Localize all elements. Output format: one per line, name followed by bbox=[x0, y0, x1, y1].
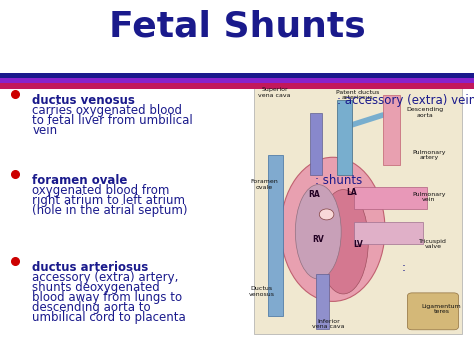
Text: Tricuspid
valve: Tricuspid valve bbox=[419, 239, 447, 250]
Text: : shunts: : shunts bbox=[315, 174, 362, 187]
Bar bbox=[354, 222, 422, 244]
Text: RA: RA bbox=[308, 190, 320, 199]
Text: Patent ductus
arteriosus: Patent ductus arteriosus bbox=[336, 90, 380, 100]
Text: Inferior
vena cava: Inferior vena cava bbox=[312, 318, 345, 329]
Text: Ligamentum
teres: Ligamentum teres bbox=[421, 304, 461, 314]
Text: oxygenated blood from: oxygenated blood from bbox=[32, 184, 170, 197]
Text: :: : bbox=[402, 261, 406, 274]
Text: Fetal Shunts: Fetal Shunts bbox=[109, 10, 365, 44]
Ellipse shape bbox=[318, 190, 368, 294]
Text: (hole in the atrial septum): (hole in the atrial septum) bbox=[32, 204, 188, 217]
Circle shape bbox=[319, 209, 334, 220]
Text: Superior
vena cava: Superior vena cava bbox=[258, 87, 291, 98]
Text: umbilical cord to placenta: umbilical cord to placenta bbox=[32, 311, 186, 324]
Text: descending aorta to: descending aorta to bbox=[32, 301, 151, 314]
Bar bbox=[0, 78, 474, 83]
Text: LV: LV bbox=[353, 240, 363, 249]
Text: Ductus
venosus: Ductus venosus bbox=[249, 286, 275, 297]
Bar bbox=[254, 85, 462, 334]
Text: Pulmonary
artery: Pulmonary artery bbox=[412, 149, 446, 160]
Text: Descending
aorta: Descending aorta bbox=[406, 107, 443, 118]
Bar bbox=[354, 187, 427, 209]
Ellipse shape bbox=[281, 157, 385, 301]
Bar bbox=[337, 100, 352, 175]
Text: shunts deoxygenated: shunts deoxygenated bbox=[32, 281, 160, 294]
Text: right atrium to left atrium: right atrium to left atrium bbox=[32, 194, 185, 207]
Text: LA: LA bbox=[346, 187, 357, 197]
Text: carries oxygenated blood: carries oxygenated blood bbox=[32, 104, 182, 117]
Ellipse shape bbox=[295, 185, 341, 279]
Text: to fetal liver from umbilical: to fetal liver from umbilical bbox=[32, 114, 193, 127]
Text: vein: vein bbox=[32, 124, 57, 137]
Text: accessory (extra) artery,: accessory (extra) artery, bbox=[32, 271, 179, 284]
Text: ductus venosus: ductus venosus bbox=[32, 94, 135, 107]
FancyBboxPatch shape bbox=[407, 293, 458, 330]
Text: : accessory (extra) vein,: : accessory (extra) vein, bbox=[337, 94, 474, 107]
Bar bbox=[383, 95, 400, 165]
Text: RV: RV bbox=[312, 235, 324, 244]
Bar bbox=[0, 73, 474, 78]
Text: ductus arteriosus: ductus arteriosus bbox=[32, 261, 148, 274]
Bar bbox=[310, 113, 322, 175]
Text: blood away from lungs to: blood away from lungs to bbox=[32, 291, 182, 304]
Text: Foramen
ovale: Foramen ovale bbox=[250, 179, 278, 190]
Text: Pulmonary
vein: Pulmonary vein bbox=[412, 192, 446, 202]
Bar bbox=[316, 274, 328, 329]
Bar bbox=[0, 83, 474, 89]
Bar bbox=[268, 155, 283, 316]
Text: foramen ovale: foramen ovale bbox=[32, 174, 128, 187]
